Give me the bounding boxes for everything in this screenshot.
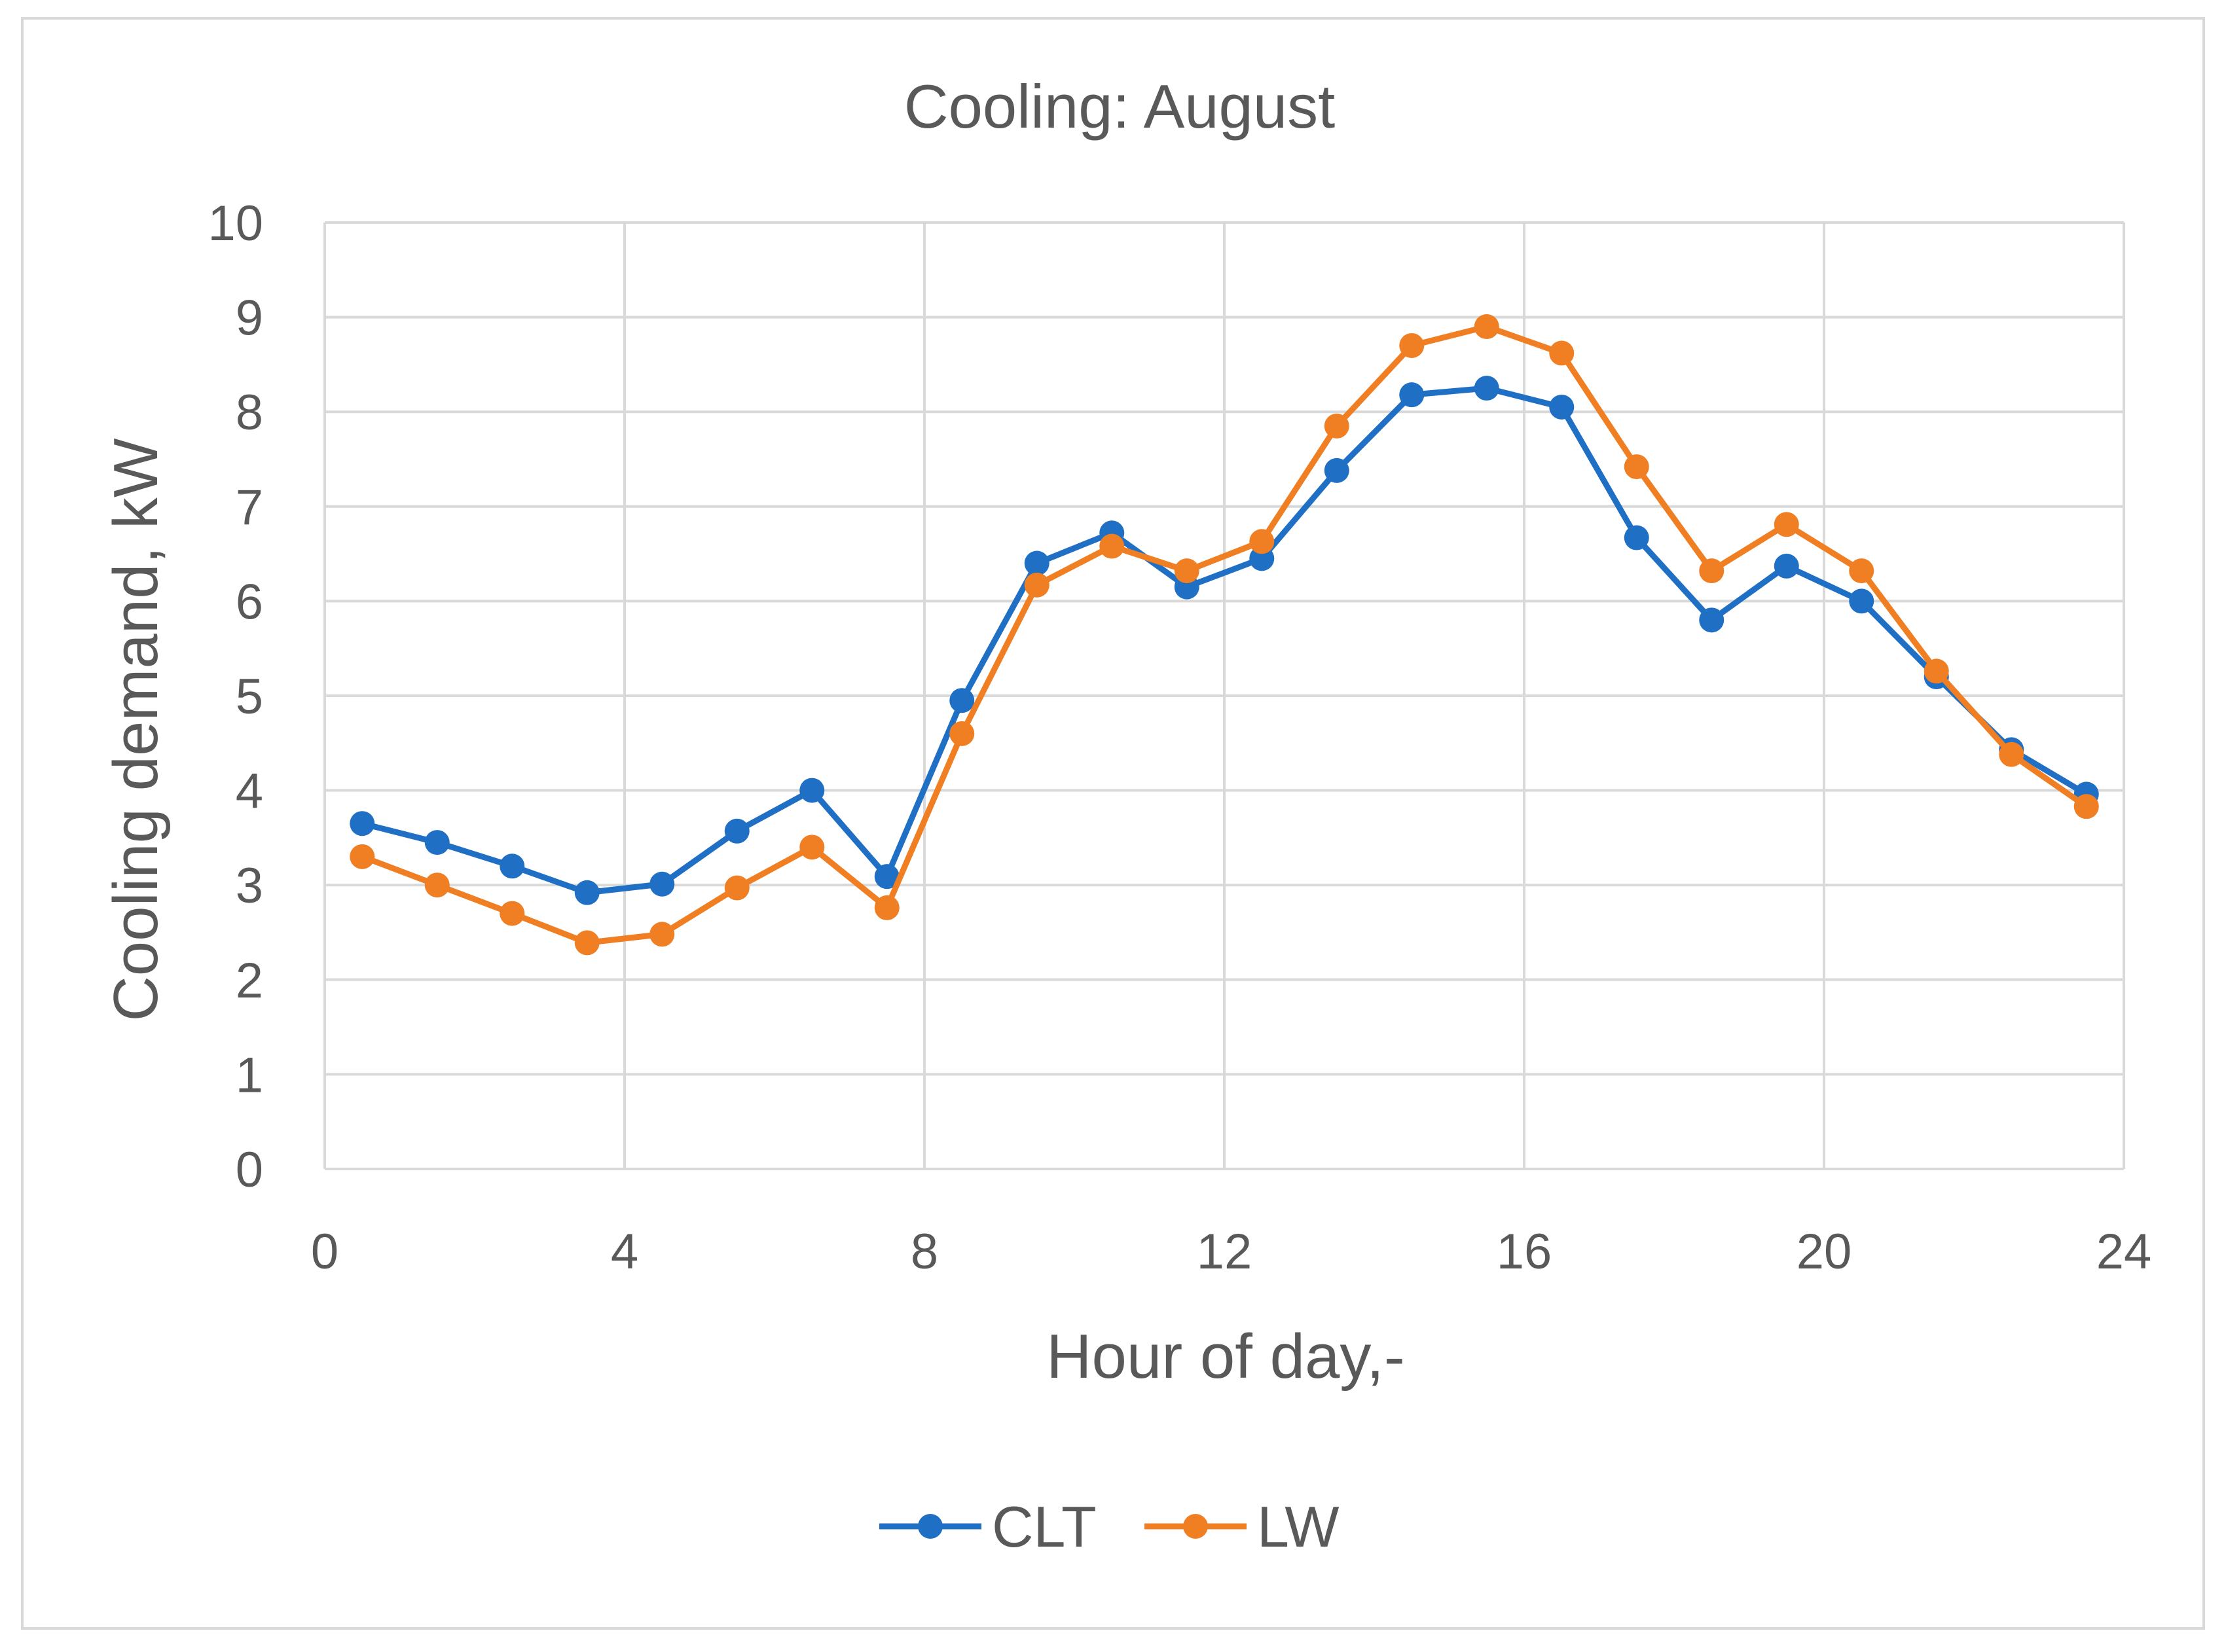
chart-title: Cooling: August [904, 72, 1335, 141]
y-tick-label: 10 [208, 196, 263, 251]
y-tick-label: 5 [236, 669, 263, 725]
data-point-lw [2073, 794, 2099, 819]
y-tick-label: 0 [236, 1142, 263, 1198]
y-tick-label: 2 [236, 953, 263, 1009]
x-tick-label: 4 [611, 1224, 638, 1280]
data-point-lw [1174, 558, 1199, 584]
y-tick-label: 6 [236, 574, 263, 630]
data-point-clt [1249, 546, 1275, 571]
legend-label-lw: LW [1257, 1494, 1339, 1559]
y-tick-label: 1 [236, 1047, 263, 1103]
legend-marker-clt [918, 1514, 943, 1539]
data-point-lw [1924, 658, 1949, 684]
x-tick-label: 24 [2096, 1224, 2152, 1280]
legend-marker-lw [1183, 1514, 1208, 1539]
data-point-lw [1324, 413, 1349, 439]
data-point-lw [350, 844, 375, 869]
y-tick-label: 8 [236, 385, 263, 440]
data-point-clt [1699, 607, 1724, 633]
x-tick-label: 8 [911, 1224, 938, 1280]
data-point-clt [724, 818, 750, 844]
data-point-clt [1549, 394, 1575, 420]
x-axis-label: Hour of day,- [1046, 1321, 1405, 1392]
legend: CLT LW [879, 1494, 1339, 1559]
legend-label-clt: CLT [992, 1494, 1097, 1559]
data-point-lw [1024, 572, 1049, 598]
y-tick-label: 7 [236, 480, 263, 535]
y-tick-label: 4 [236, 764, 263, 819]
data-point-lw [1774, 512, 1799, 537]
chart-frame [21, 17, 2205, 1630]
series-line-clt [361, 385, 2089, 896]
data-point-lw [724, 875, 750, 901]
data-point-lw [799, 835, 825, 860]
data-point-lw [1474, 314, 1499, 340]
series-line-lw [361, 323, 2089, 946]
y-tick-label: 9 [236, 291, 263, 346]
y-axis-label: Cooling demand, kW [101, 438, 171, 1021]
data-point-lw [1399, 332, 1425, 358]
gridlines [323, 221, 2125, 1170]
data-point-lw [1099, 533, 1125, 559]
data-point-lw [574, 930, 600, 956]
data-point-clt [1774, 553, 1799, 579]
x-tick-label: 0 [311, 1224, 338, 1280]
data-point-lw [649, 922, 675, 947]
data-point-clt [649, 871, 675, 897]
data-point-clt [424, 830, 450, 855]
data-point-clt [1399, 382, 1425, 408]
data-point-clt [874, 864, 900, 889]
data-point-lw [874, 895, 900, 920]
y-tick-label: 3 [236, 858, 263, 914]
x-tick-label: 20 [1797, 1224, 1852, 1280]
data-point-clt [1474, 376, 1499, 401]
data-point-clt [1624, 525, 1649, 550]
data-point-clt [1024, 550, 1049, 576]
data-point-lw [1624, 454, 1649, 480]
x-tick-label: 12 [1197, 1224, 1252, 1280]
data-point-lw [1549, 340, 1575, 366]
data-point-clt [500, 853, 525, 879]
data-point-lw [1849, 558, 1874, 584]
data-point-clt [350, 811, 375, 836]
data-point-clt [799, 778, 825, 803]
data-point-clt [949, 688, 975, 713]
data-point-clt [1849, 588, 1874, 614]
series-group [350, 314, 2099, 956]
data-point-lw [500, 901, 525, 926]
data-point-lw [949, 721, 975, 746]
x-tick-label: 16 [1497, 1224, 1552, 1280]
data-point-lw [1999, 742, 2024, 767]
data-point-lw [1249, 529, 1275, 554]
data-point-clt [1324, 458, 1349, 483]
data-point-clt [574, 880, 600, 905]
data-point-lw [1699, 558, 1724, 584]
data-point-lw [424, 872, 450, 898]
